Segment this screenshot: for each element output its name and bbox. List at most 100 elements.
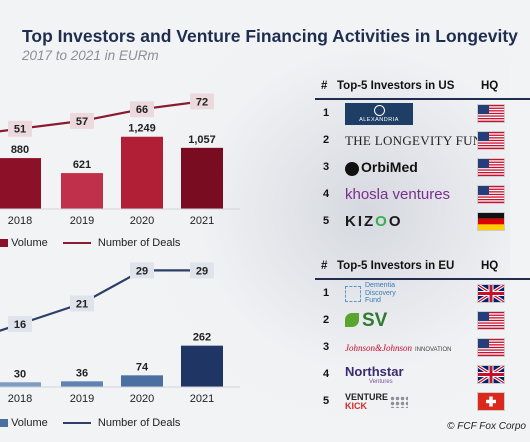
deals-data-label: 16	[14, 319, 26, 331]
copyright-footer: © FCF Fox Corpo	[447, 421, 526, 432]
volume-bar	[61, 381, 103, 387]
volume-data-label: 1,249	[128, 123, 156, 135]
x-axis-tick-label: 2020	[130, 215, 154, 227]
eu-financing-chart: 30 2018 36 2019 74 2020 262 2021 16 21 29 29	[0, 262, 240, 405]
deals-data-label: 29	[136, 265, 148, 277]
us-table-header: # Top-5 Investors in US HQ	[315, 76, 530, 100]
rank-number: 2	[323, 314, 330, 326]
us-investor-row: 1 ALEXANDRIA	[315, 100, 530, 127]
deals-data-label: 21	[76, 298, 88, 310]
volume-data-label: 262	[193, 332, 211, 344]
kizoo-logo: KIZOO	[345, 213, 403, 230]
volume-data-label: 621	[73, 159, 91, 171]
us-investors-table: # Top-5 Investors in US HQ 1 ALEXANDRIA …	[315, 76, 530, 235]
deals-legend-label: Number of Deals	[97, 237, 181, 249]
volume-data-label: 30	[14, 368, 26, 380]
rank-number: 5	[323, 215, 330, 227]
volume-bar	[0, 382, 41, 387]
eu-table-title: Top-5 Investors in EU	[337, 260, 455, 272]
us-flag-icon	[478, 186, 504, 203]
deals-label-box	[70, 112, 94, 129]
volume-data-label: 36	[76, 367, 88, 379]
deals-data-label: 29	[196, 265, 208, 277]
x-axis-tick-label: 2018	[8, 215, 32, 227]
us-flag-icon	[478, 132, 504, 149]
x-axis-tick-label: 2021	[190, 393, 214, 405]
us-investor-row: 4 khosla ventures	[315, 181, 530, 208]
rank-number: 3	[323, 341, 330, 353]
eu-investor-row: 5 VENTURE KICK	[315, 388, 530, 415]
rank-header: #	[321, 260, 328, 272]
volume-data-label: 880	[11, 144, 29, 156]
us-table-title: Top-5 Investors in US	[337, 80, 455, 92]
hq-header: HQ	[481, 80, 499, 92]
orbimed-logo: OrbiMed	[345, 156, 418, 179]
volume-bar	[181, 147, 223, 209]
rank-number: 2	[323, 134, 330, 146]
page-title: Top Investors and Venture Financing Acti…	[22, 26, 518, 46]
deals-legend-swatch	[62, 422, 91, 425]
alexandria-logo: ALEXANDRIA	[345, 102, 413, 125]
venture-kick-logo: VENTURE KICK	[345, 390, 409, 413]
eu-investors-table: # Top-5 Investors in EU HQ 1 Dementia Dis…	[315, 256, 530, 415]
eu-investor-row: 4 Northstar Ventures	[315, 361, 530, 388]
volume-bar	[0, 158, 41, 209]
eu-table-header: # Top-5 Investors in EU HQ	[315, 256, 530, 280]
volume-bar	[61, 173, 103, 209]
us-flag-icon	[478, 339, 504, 356]
volume-bar	[181, 345, 223, 387]
rank-number: 4	[323, 368, 330, 380]
us-investor-row: 5 KIZOO	[315, 208, 530, 235]
deals-legend-swatch	[62, 242, 91, 245]
us-flag-icon	[478, 159, 504, 176]
volume-data-label: 74	[136, 361, 149, 373]
rank-number: 1	[323, 287, 330, 299]
rank-number: 4	[323, 188, 330, 200]
deals-label-box	[190, 93, 214, 110]
us-financing-chart: 880 2018 621 2019 1,249 2020 1,057 2021 51 57 66 72	[0, 93, 240, 227]
volume-legend-swatch	[0, 419, 8, 428]
germany-flag-icon	[478, 213, 504, 230]
deals-legend-label: Number of Deals	[97, 417, 181, 429]
deals-label-box	[130, 262, 154, 279]
volume-legend-label: Volume	[11, 237, 48, 249]
eu-investor-row: 3 Johnson&Johnson INNOVATION	[315, 334, 530, 361]
deals-label-box	[190, 262, 214, 279]
rank-number: 1	[323, 107, 330, 119]
us-investor-row: 3 OrbiMed	[315, 154, 530, 181]
deals-label-box	[8, 316, 32, 332]
page-subtitle: 2017 to 2021 in EURm	[22, 48, 159, 63]
deals-label-box	[70, 295, 94, 312]
x-axis-tick-label: 2020	[130, 393, 154, 405]
x-axis-tick-label: 2019	[70, 393, 94, 405]
eu-investor-row: 2 SV	[315, 307, 530, 334]
x-axis-tick-label: 2021	[190, 215, 214, 227]
us-investor-row: 2 THE LONGEVITY FUND	[315, 127, 530, 154]
rank-header: #	[321, 80, 328, 92]
deals-label-box	[130, 101, 154, 118]
uk-flag-icon	[478, 285, 504, 302]
khosla-ventures-logo: khosla ventures	[345, 186, 451, 203]
deals-data-label: 72	[196, 96, 208, 108]
dementia-discovery-fund-logo: Dementia Discovery Fund	[345, 282, 396, 305]
deals-label-box	[8, 120, 32, 137]
rank-number: 5	[323, 395, 330, 407]
uk-flag-icon	[478, 366, 504, 383]
jnj-innovation-logo: Johnson&Johnson INNOVATION	[345, 342, 452, 353]
x-axis-tick-label: 2018	[8, 393, 32, 405]
sv-logo: SV	[345, 309, 387, 332]
deals-data-label: 66	[136, 104, 148, 116]
northstar-ventures-logo: Northstar Ventures	[345, 364, 404, 385]
deals-data-label: 57	[76, 116, 88, 128]
eu-investor-row: 1 Dementia Discovery Fund	[315, 280, 530, 307]
eu-chart-legend: Volume Number of Deals	[0, 417, 180, 429]
volume-legend-swatch	[0, 239, 8, 248]
volume-legend-label: Volume	[11, 417, 48, 429]
switzerland-flag-icon	[478, 393, 504, 410]
x-axis-tick-label: 2019	[70, 215, 94, 227]
longevity-fund-logo: THE LONGEVITY FUND	[345, 132, 493, 148]
volume-data-label: 1,057	[188, 134, 216, 146]
volume-bar	[121, 136, 163, 209]
us-flag-icon	[478, 312, 504, 329]
us-flag-icon	[478, 105, 504, 122]
